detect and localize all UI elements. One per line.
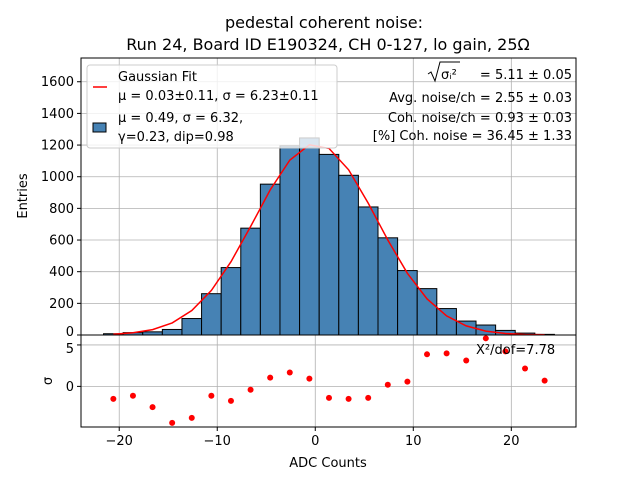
chart-title-line-2: Run 24, Board ID E190324, CH 0-127, lo g… (126, 35, 529, 54)
avg-noise-text: Avg. noise/ch = 2.55 ± 0.03 (389, 91, 572, 106)
residual-point (325, 394, 332, 401)
sqrt-sigma-label: σᵢ² (441, 68, 457, 83)
residual-point (404, 378, 411, 385)
residual-point (443, 350, 450, 357)
residual-y-label: σ (41, 377, 56, 385)
residual-point (384, 381, 391, 388)
chart-title-line-1: pedestal coherent noise: (225, 13, 423, 32)
y-tick-label: 1600 (41, 75, 74, 90)
y-tick-label: 800 (49, 202, 74, 217)
residual-point (188, 414, 195, 421)
residual-point (365, 394, 372, 401)
x-axis-label: ADC Counts (289, 456, 367, 471)
legend-fit-label-1: Gaussian Fit (118, 70, 197, 85)
histogram-bar (436, 308, 457, 336)
residual-ticks: −20 −10 0 10 20 0 5 (66, 342, 520, 449)
histogram-bar (299, 137, 320, 336)
residual-point (247, 386, 254, 393)
residual-point (208, 392, 215, 399)
residual-point (110, 395, 117, 402)
legend-hist-label-2: γ=0.23, dip=0.98 (118, 130, 234, 145)
y-tick-label: 1000 (41, 170, 74, 185)
histogram-bar (201, 293, 222, 336)
y-tick-label: 400 (49, 265, 74, 280)
legend-fit-label-2: μ = 0.03±0.11, σ = 6.23±0.11 (118, 89, 319, 104)
y-axis-label: Entries (16, 173, 31, 219)
histogram-bars (103, 137, 555, 336)
residual-point (267, 374, 274, 381)
residual-y-tick-label: 5 (66, 342, 74, 357)
y-tick-label: 600 (49, 234, 74, 249)
residual-point (306, 375, 313, 382)
residual-axes-frame (80, 334, 577, 428)
x-tick-label: −10 (204, 434, 231, 449)
x-tick-label: 20 (503, 434, 520, 449)
histogram-bar (416, 288, 438, 336)
histogram-bar (338, 174, 359, 336)
chi2-annotation: X²/dof=7.78 (476, 343, 555, 358)
residual-point (482, 335, 489, 342)
residual-point (522, 365, 529, 372)
histogram-bar (240, 227, 261, 336)
top-y-ticks: 0 200 400 600 800 1000 1200 1400 1600 (41, 75, 81, 340)
residual-point (345, 395, 352, 402)
y-tick-label: 0 (66, 325, 74, 340)
residual-point (502, 348, 509, 355)
x-tick-label: 0 (311, 434, 319, 449)
y-tick-label: 1200 (41, 139, 74, 154)
sqrt-sigma-value: = 5.11 ± 0.05 (480, 68, 572, 83)
legend-hist-swatch (92, 122, 107, 133)
histogram-bar (220, 267, 242, 336)
residual-point (541, 377, 548, 384)
residual-point (227, 397, 234, 404)
residual-point (286, 369, 293, 376)
legend-box (86, 64, 338, 149)
residual-point (129, 392, 136, 399)
histogram-bar (279, 145, 301, 336)
residual-point (424, 351, 431, 358)
x-tick-label: −20 (106, 434, 133, 449)
residual-point (463, 357, 470, 364)
histogram-bar (397, 270, 418, 336)
stats-annotations: σᵢ² = 5.11 ± 0.05 Avg. noise/ch = 2.55 ±… (373, 61, 572, 144)
histogram-bar (161, 328, 183, 336)
coh-noise-text: Coh. noise/ch = 0.93 ± 0.03 (388, 111, 572, 126)
legend: Gaussian Fit μ = 0.03±0.11, σ = 6.23±0.1… (86, 64, 338, 149)
residual-point (169, 419, 176, 426)
y-tick-label: 200 (49, 297, 74, 312)
x-tick-label: 10 (405, 434, 422, 449)
residual-point (149, 404, 156, 411)
residual-gridlines (81, 335, 576, 427)
coh-noise-percent-text: [%] Coh. noise = 36.45 ± 1.33 (373, 129, 572, 144)
histogram-bar (318, 153, 340, 336)
sqrt-symbol (427, 61, 460, 83)
histogram-bar (259, 183, 281, 336)
residual-y-tick-label: 0 (66, 380, 74, 395)
y-tick-label: 1400 (41, 107, 74, 122)
histogram-bar (357, 206, 379, 336)
legend-hist-label-1: μ = 0.49, σ = 6.32, (118, 111, 243, 126)
histogram-bar (181, 318, 203, 336)
residual-points (110, 335, 548, 426)
